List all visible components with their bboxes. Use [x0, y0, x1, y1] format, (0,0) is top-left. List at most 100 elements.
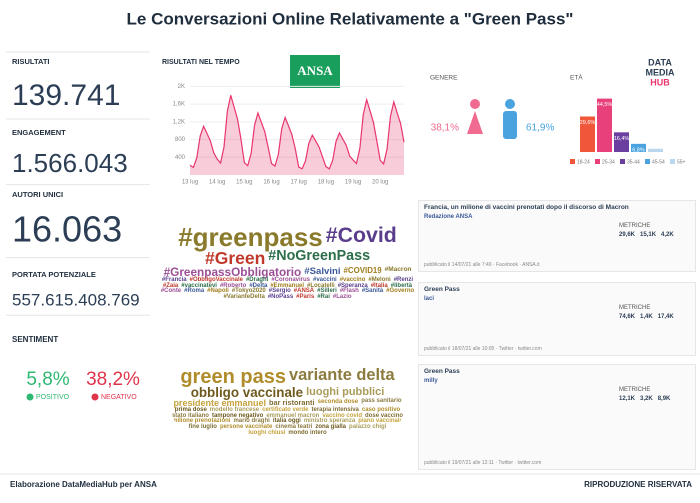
- cloud-word: #Paris: [296, 293, 315, 300]
- cloud-word: mondo intero: [288, 429, 327, 436]
- cloud-word: #Covid: [325, 223, 397, 248]
- metric: 1,4K: [640, 314, 653, 320]
- cloud-word: #Renzi: [393, 276, 414, 283]
- cloud-word: #Macron: [384, 265, 412, 273]
- post-card: Francia, un milione di vaccini prenotati…: [418, 200, 696, 272]
- post-footer: pubblicato il 18/07/21 alle 10:05 · Twit…: [424, 346, 542, 352]
- hashtag-cloud: #greenpass #Covid #Green #NoGreenPass #Green…: [160, 196, 415, 330]
- cloud-word: fine luglio: [188, 423, 217, 430]
- cloud-word: #Coronavirus: [271, 276, 310, 283]
- cloud-word: persone vaccinate: [219, 423, 273, 430]
- cloud-word: #Governo: [386, 288, 415, 295]
- cloud-word: #greenpass: [178, 222, 323, 253]
- y-tick-label: 800: [175, 137, 186, 143]
- cloud-word: seconda dose: [317, 398, 359, 406]
- metric: 15,1K: [640, 232, 657, 238]
- metric: 12,1K: [619, 396, 636, 402]
- y-tick-label: 1,2K: [173, 119, 185, 125]
- ansa-logo: [290, 55, 340, 88]
- x-tick-label: 19 lug: [345, 180, 361, 186]
- bar: [597, 98, 612, 152]
- post-author: Redazione ANSA: [424, 214, 473, 220]
- dmh-logo: MEDIA: [646, 67, 676, 77]
- sentiment-name: POSITIVO: [36, 394, 70, 401]
- cloud-word: ministro speranza: [303, 418, 356, 425]
- cloud-word: green pass: [180, 365, 286, 388]
- sentiment-icon: [91, 393, 99, 401]
- cloud-word: stato italiano: [171, 412, 209, 419]
- dmh-logo: HUB: [650, 77, 670, 87]
- cloud-word: cinema teatri: [275, 423, 313, 430]
- cloud-word: #Silleri: [317, 288, 337, 295]
- sentiment-icon: [26, 393, 34, 401]
- legend-label: 45-54: [652, 159, 665, 165]
- x-tick-label: 15 lug: [236, 180, 252, 186]
- post-metrics: METRICHE 74,6K 1,4K 17,4K: [619, 305, 689, 320]
- cloud-word: #Flash: [339, 288, 359, 295]
- cloud-word: #Rai: [317, 293, 330, 300]
- cloud-word: #ANSA: [293, 288, 315, 295]
- kpi-value: 139.741: [12, 79, 120, 112]
- y-tick-label: 1,6K: [173, 102, 185, 108]
- cloud-word: #VarianteDelta: [223, 293, 265, 300]
- bar: [580, 116, 595, 152]
- cloud-word: #Meloni: [368, 276, 391, 283]
- legend-label: 18-24: [577, 159, 590, 165]
- page-title: Le Conversazioni Online Relativamente a …: [127, 9, 574, 28]
- legend-swatch: [570, 159, 575, 164]
- post-headline: Green Pass: [424, 368, 460, 375]
- metric: 29,6K: [619, 232, 636, 238]
- person-head: [470, 99, 480, 109]
- cloud-word: #Locatelli: [307, 282, 335, 289]
- metrics-label: METRICHE: [619, 305, 651, 311]
- kpi-label: AUTORI UNICI: [12, 190, 63, 199]
- value-label: 16,4%: [614, 136, 630, 142]
- legend-swatch: [645, 159, 650, 164]
- x-tick-label: 17 lug: [291, 180, 307, 186]
- cloud-word: #Emmanuel: [270, 282, 305, 289]
- cloud-word: vaccino covid: [322, 412, 363, 419]
- post-metrics: METRICHE 29,6K 15,1K 4,2K: [619, 223, 689, 238]
- bar: [648, 148, 663, 152]
- cloud-word: #Zaia: [162, 282, 179, 289]
- metric: 17,4K: [657, 314, 674, 320]
- cloud-word: #Draghi: [245, 276, 269, 283]
- cloud-word: #Italia: [370, 282, 388, 289]
- chart-title: GENERE: [430, 75, 458, 82]
- post-headline: Green Pass: [424, 286, 460, 293]
- post-author: milly: [424, 378, 438, 384]
- post-headline: Francia, un milione di vaccini prenotati…: [424, 204, 629, 211]
- post-card: Green Pass milly METRICHE 12,1K 3,2K 8,9K pubb…: [418, 364, 696, 470]
- cloud-word: #Speranza: [337, 282, 368, 289]
- footer-right: RIPRODUZIONE RISERVATA: [584, 480, 692, 489]
- cloud-word: milione prenotazioni: [172, 418, 231, 425]
- metric: 8,9K: [657, 396, 671, 402]
- post-card: Green Pass laci METRICHE 74,6K 1,4K 17,4K pubb…: [418, 282, 696, 356]
- legend-label: 35-44: [627, 159, 640, 165]
- cloud-word: #Conte: [160, 288, 182, 295]
- cloud-word: #Napoli: [207, 288, 229, 295]
- cloud-word: luoghi pubblici: [306, 385, 385, 398]
- cloud-word: #vaccino: [339, 276, 366, 283]
- cloud-word: caso positivo: [361, 406, 401, 413]
- kpi-label: PORTATA POTENZIALE: [12, 270, 96, 279]
- cloud-word: #libertà: [390, 282, 413, 289]
- cloud-word: #Francia: [161, 276, 187, 283]
- cloud-word: italia oggi: [272, 418, 301, 425]
- value-label: 44,5%: [597, 102, 613, 108]
- cloud-word: prima dose: [174, 406, 207, 413]
- cloud-word: piano vaccinale: [358, 418, 403, 425]
- legend-swatch: [620, 159, 625, 164]
- cloud-word: #Lazio: [332, 293, 352, 300]
- cloud-word: pass sanitario: [361, 398, 402, 405]
- area: [190, 95, 404, 175]
- sentiment-value: 38,2%: [86, 369, 140, 390]
- cloud-word: palazzo chigi: [349, 423, 387, 430]
- cloud-word: variante delta: [288, 365, 395, 384]
- post-footer: pubblicato il 14/07/21 alle 7:49 · Faceb…: [424, 262, 540, 268]
- dmh-logo: DATA: [648, 57, 672, 67]
- x-tick-label: 16 lug: [263, 180, 279, 186]
- legend-label: 55+: [677, 159, 686, 165]
